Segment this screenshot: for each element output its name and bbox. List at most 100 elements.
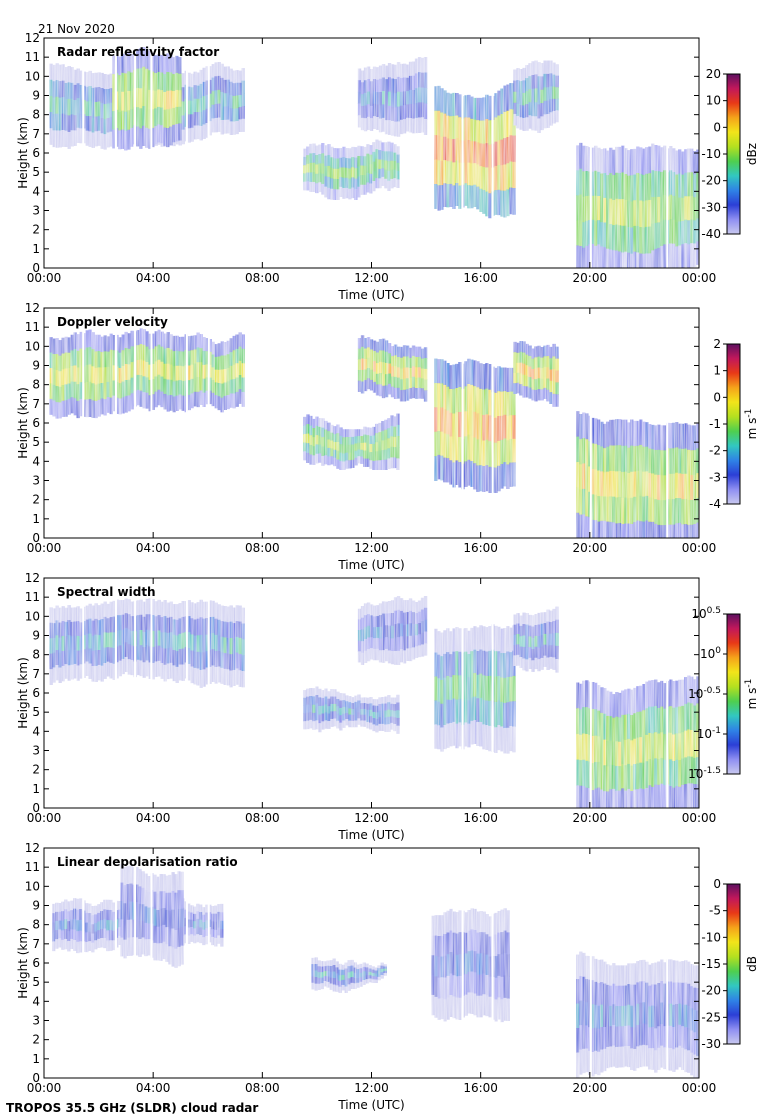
cloud-region <box>49 598 245 688</box>
cloud-region <box>434 358 516 493</box>
y-tick-label: 1 <box>32 1052 40 1066</box>
y-tick-label: 5 <box>32 705 40 719</box>
colorbar-tick-label: 10 <box>706 94 721 108</box>
data-gap <box>82 848 85 1078</box>
colorbar-tick-label: 10-1 <box>697 726 721 741</box>
y-tick-label: 6 <box>32 686 40 700</box>
x-tick-label: 00:00 <box>27 811 62 825</box>
cloud-region <box>311 957 387 993</box>
data-gap <box>185 308 188 538</box>
data-gap <box>82 308 85 538</box>
y-tick-label: 10 <box>25 339 40 353</box>
x-tick-label: 00:00 <box>682 271 717 285</box>
cloud-region <box>434 624 516 754</box>
x-tick-label: 20:00 <box>573 811 608 825</box>
cloud-region <box>513 60 559 133</box>
data-gap <box>150 578 153 808</box>
colorbar-tick-label: 0 <box>713 120 721 134</box>
colorbar-tick-label: -1 <box>709 417 721 431</box>
data-gap <box>150 308 153 538</box>
data-gap <box>207 308 210 538</box>
plot-area <box>44 308 699 538</box>
y-tick-label: 7 <box>32 667 40 681</box>
cloud-region <box>576 142 699 268</box>
x-axis: 00:00 04:00 08:00 12:00 16:00 20:00 00:00 <box>27 308 716 555</box>
colorbar-tick-label: 0 <box>713 877 721 891</box>
y-tick-label: 6 <box>32 956 40 970</box>
x-tick-label: 20:00 <box>573 1081 608 1095</box>
colorbar-tick-label: 20 <box>706 67 721 81</box>
x-tick-label: 00:00 <box>27 271 62 285</box>
colorbar-gradient <box>726 73 741 235</box>
data-gap <box>589 578 592 808</box>
data-gap <box>185 38 188 268</box>
x-tick-label: 04:00 <box>136 1081 171 1095</box>
cloud-region <box>357 335 428 402</box>
colorbar: 100.5 100 10-0.5 10-1 10-1.5 m s-1 <box>688 606 759 781</box>
panel-title: Radar reflectivity factor <box>57 45 219 59</box>
x-tick-label: 00:00 <box>27 1081 62 1095</box>
plot-area <box>44 848 699 1078</box>
y-tick-label: 11 <box>25 860 40 874</box>
colorbar-tick-label: -30 <box>701 200 721 214</box>
y-tick-label: 11 <box>25 590 40 604</box>
x-tick-label: 08:00 <box>245 271 280 285</box>
colorbar-tick-label: 2 <box>713 337 721 351</box>
y-tick-label: 0 <box>32 1071 40 1085</box>
y-tick-label: 4 <box>32 994 40 1008</box>
date-label: 21 Nov 2020 <box>38 22 115 36</box>
cloud-region <box>357 596 428 665</box>
y-tick-label: 5 <box>32 435 40 449</box>
data-gap <box>666 848 669 1078</box>
y-tick-label: 8 <box>32 378 40 392</box>
x-axis: 00:00 04:00 08:00 12:00 16:00 20:00 00:00 <box>27 38 717 285</box>
panel-4: Linear depolarisation ratio0123456789101… <box>16 841 759 1112</box>
x-tick-label: 08:00 <box>245 541 280 555</box>
cloud-region <box>513 341 559 407</box>
colorbar-tick-label: -15 <box>701 957 721 971</box>
x-tick-label: 04:00 <box>136 271 171 285</box>
cloud-region <box>120 864 184 968</box>
y-tick-label: 2 <box>32 493 40 507</box>
colorbar-tick-label: -40 <box>701 227 721 241</box>
y-tick-label: 3 <box>32 744 40 758</box>
cloud-region <box>434 83 516 219</box>
data-gap <box>589 308 592 538</box>
y-tick-label: 3 <box>32 474 40 488</box>
x-axis-label: Time (UTC) <box>337 1098 404 1112</box>
colorbar-tick-label: 10-0.5 <box>688 686 721 701</box>
x-tick-label: 08:00 <box>245 1081 280 1095</box>
colorbar-gradient <box>726 343 741 505</box>
data-gap <box>207 848 210 1078</box>
data-gap <box>461 848 464 1078</box>
data-gap <box>666 578 669 808</box>
y-axis-label: Height (km) <box>16 657 30 728</box>
cloud-region <box>357 57 428 137</box>
data-gap <box>491 578 494 808</box>
y-tick-label: 3 <box>32 204 40 218</box>
colorbar-tick-label: 100.5 <box>691 606 721 621</box>
colorbar-gradient <box>726 883 741 1045</box>
colorbar-gradient <box>726 613 741 775</box>
y-tick-label: 3 <box>32 1014 40 1028</box>
y-axis-label: Height (km) <box>16 387 30 458</box>
y-axis-label: Height (km) <box>16 927 30 998</box>
colorbar-tick-label: -10 <box>701 930 721 944</box>
cloud-region <box>431 908 510 1023</box>
x-tick-label: 16:00 <box>463 811 498 825</box>
y-tick-label: 4 <box>32 184 40 198</box>
colorbar-tick-label: 1 <box>713 364 721 378</box>
colorbar-tick-label: -20 <box>701 174 721 188</box>
y-tick-label: 8 <box>32 648 40 662</box>
cloud-region <box>513 606 559 673</box>
colorbar-tick-label: -4 <box>709 497 721 511</box>
x-tick-label: 12:00 <box>354 811 389 825</box>
cloud-region <box>576 675 699 808</box>
x-tick-label: 12:00 <box>354 541 389 555</box>
y-axis-label: Height (km) <box>16 117 30 188</box>
colorbar-tick-label: -3 <box>709 470 721 484</box>
data-gap <box>114 578 117 808</box>
